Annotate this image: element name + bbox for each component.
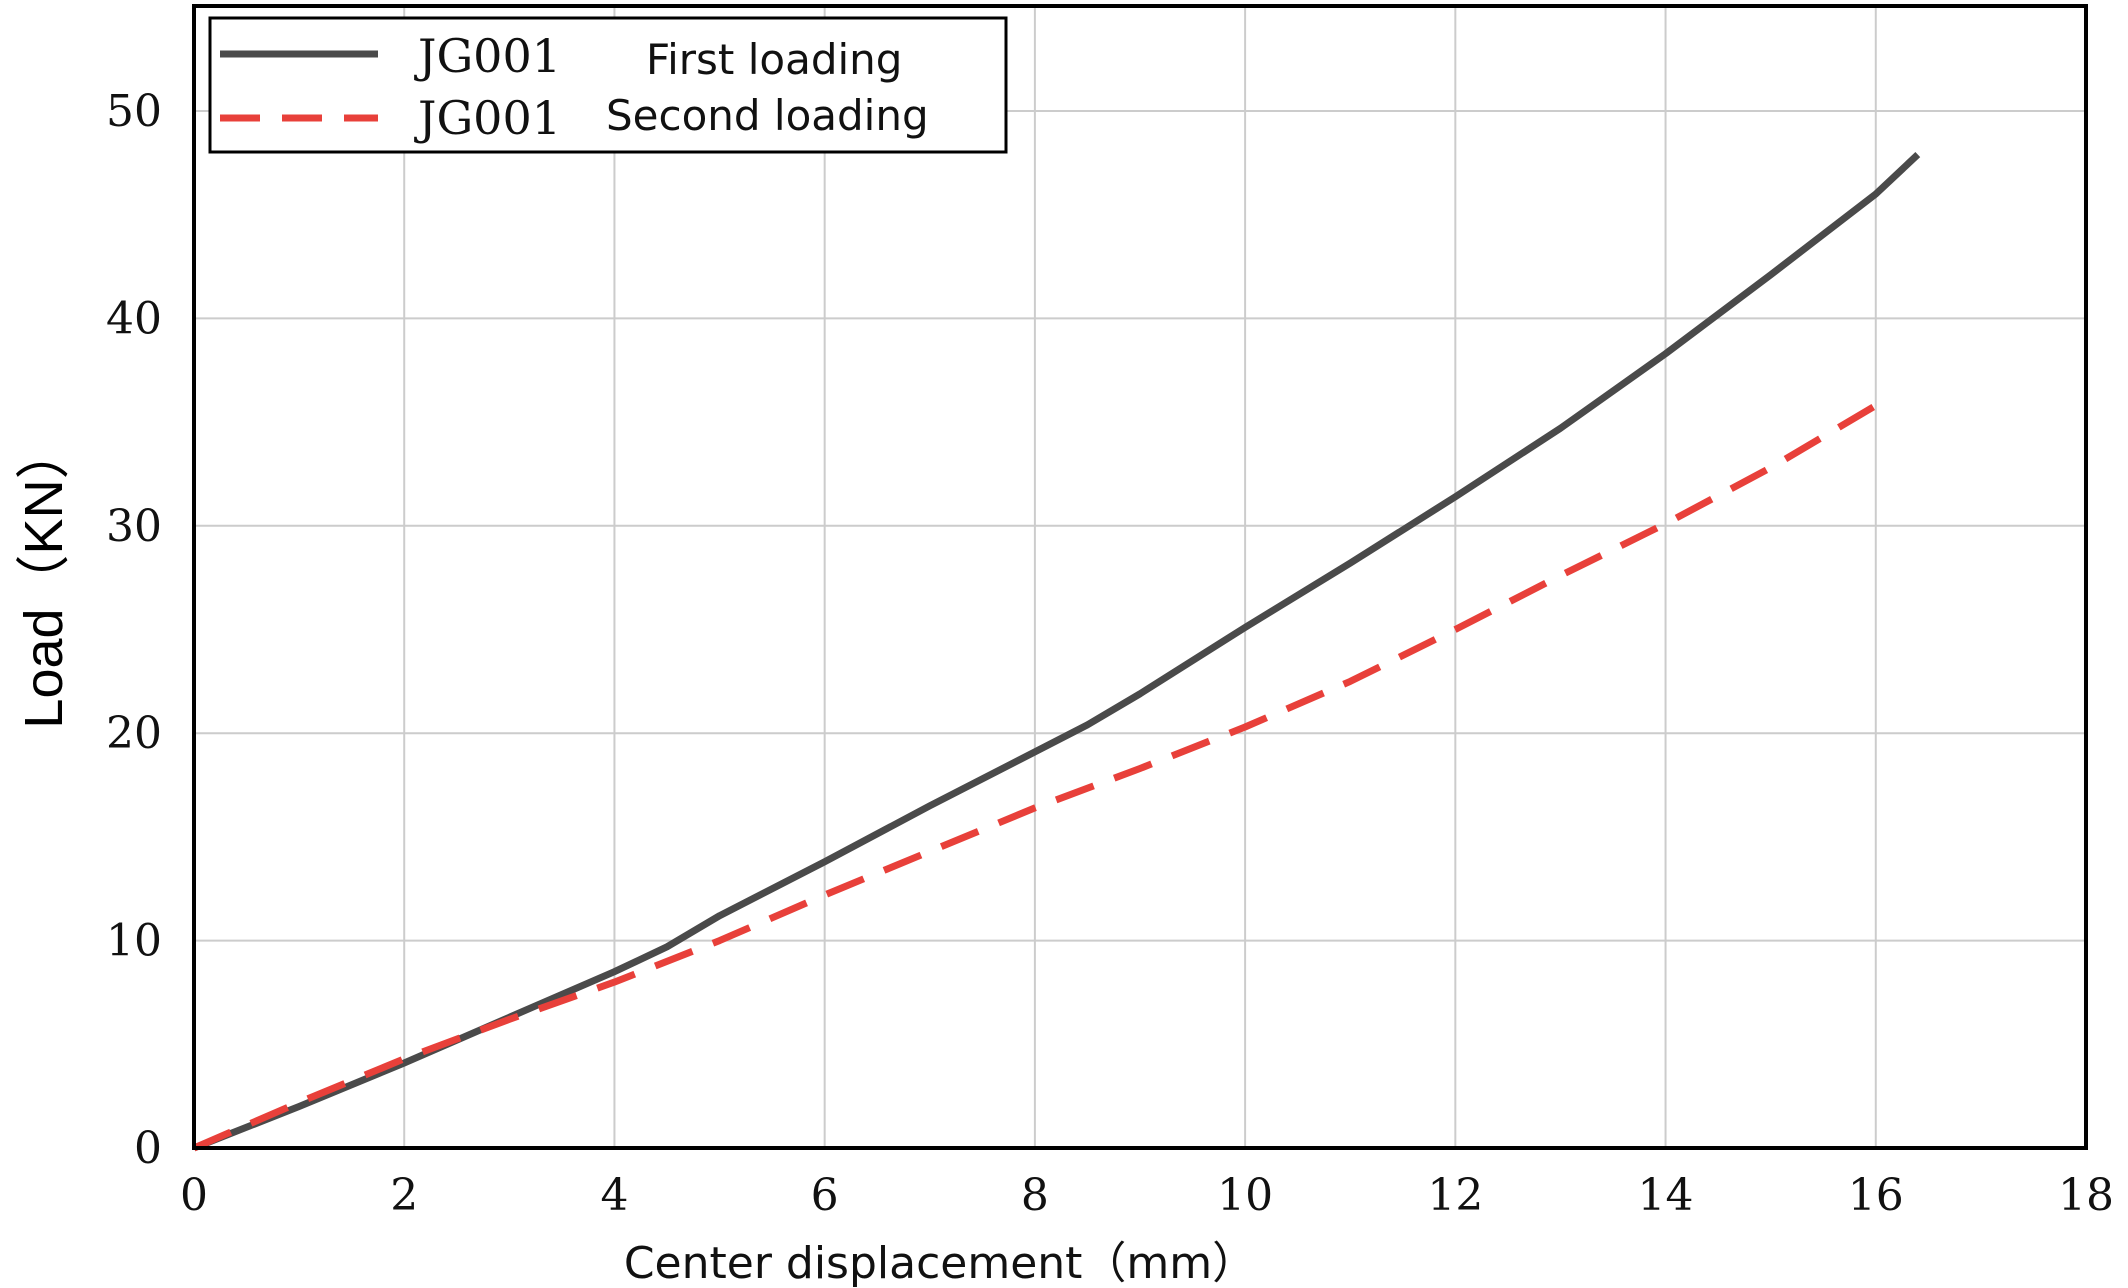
x-tick-label: 2 bbox=[390, 1170, 418, 1221]
y-tick-label: 30 bbox=[106, 501, 162, 552]
y-tick-label: 10 bbox=[106, 916, 162, 967]
x-tick-label: 8 bbox=[1021, 1170, 1049, 1221]
legend-id-second-loading: JG001 bbox=[414, 91, 561, 145]
plot-background bbox=[194, 6, 2086, 1148]
x-tick-label: 18 bbox=[2058, 1170, 2114, 1221]
x-axis-label: Center displacement（mm） bbox=[624, 1238, 1256, 1288]
grid-lines bbox=[194, 6, 2086, 1148]
legend: JG001 First loading JG001 Second loading bbox=[208, 16, 1008, 154]
series-group bbox=[192, 152, 1921, 1152]
series-line-second-loading bbox=[192, 402, 1878, 1152]
legend-desc-first-loading: First loading bbox=[646, 35, 902, 84]
x-tick-label: 6 bbox=[811, 1170, 839, 1221]
tick-labels: 0 2 4 6 8 10 12 14 16 18 0 10 20 30 40 50 bbox=[106, 86, 2114, 1221]
x-tick-label: 0 bbox=[180, 1170, 208, 1221]
legend-desc-second-loading: Second loading bbox=[606, 91, 929, 140]
y-tick-label: 20 bbox=[106, 708, 162, 759]
x-tick-label: 12 bbox=[1427, 1170, 1483, 1221]
x-tick-label: 14 bbox=[1638, 1170, 1694, 1221]
series-line-first-loading bbox=[192, 152, 1921, 1152]
y-tick-label: 40 bbox=[106, 293, 162, 344]
plot-frame bbox=[192, 4, 2088, 1150]
y-axis-label: Load（KN） bbox=[14, 425, 74, 728]
legend-box bbox=[208, 16, 1008, 154]
y-tick-label: 50 bbox=[106, 86, 162, 137]
x-tick-label: 10 bbox=[1217, 1170, 1273, 1221]
x-tick-label: 16 bbox=[1848, 1170, 1904, 1221]
x-tick-label: 4 bbox=[600, 1170, 628, 1221]
y-tick-label: 0 bbox=[134, 1123, 162, 1174]
legend-id-first-loading: JG001 bbox=[414, 29, 561, 83]
